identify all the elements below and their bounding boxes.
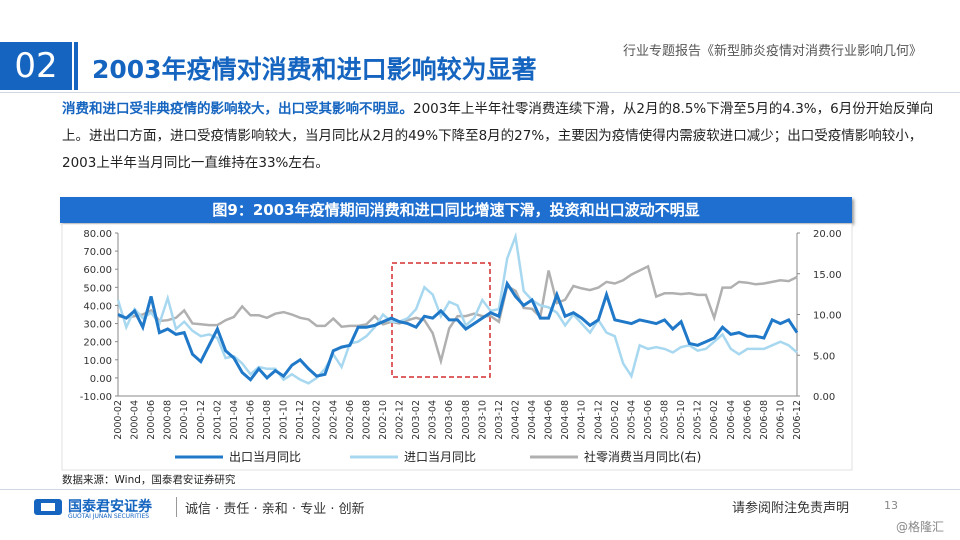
x-tick-label: 2002-06 [345, 400, 356, 440]
x-tick-label: 2004-10 [577, 400, 588, 440]
x-tick-label: 2005-12 [693, 400, 704, 440]
x-tick-label: 2005-10 [676, 400, 687, 440]
y2-tick-label: 15.00 [813, 270, 842, 281]
x-tick-label: 2003-08 [461, 400, 472, 440]
summary: 消费和进口受非典疫情的影响较大，出口受其影响不明显。2003年上半年社零消费连续… [62, 96, 942, 177]
section-number: 02 [0, 42, 72, 90]
company: 国泰君安证券 [68, 499, 152, 515]
y2-tick-label: 0.00 [813, 392, 835, 403]
rule [0, 489, 960, 490]
x-tick-label: 2000-08 [163, 400, 174, 440]
x-tick-label: 2003-02 [411, 400, 422, 440]
legend-label: 进口当月同比 [404, 450, 476, 464]
x-tick-label: 2002-02 [312, 400, 323, 440]
x-tick-label: 2005-06 [643, 400, 654, 440]
x-tick-label: 2005-04 [626, 400, 637, 440]
x-tick-label: 2001-04 [229, 400, 240, 440]
highlight-box [391, 262, 491, 378]
y-tick-label: -10.00 [80, 392, 112, 403]
chart-title: 图9：2003年疫情期间消费和进口同比增速下滑，投资和出口波动不明显 [60, 197, 852, 223]
x-tick-label: 2003-12 [494, 400, 505, 440]
x-tick-label: 2006-06 [742, 400, 753, 440]
slide-title: 2003年疫情对消费和进口影响较为显著 [92, 55, 537, 84]
page-number: 13 [884, 499, 898, 512]
x-tick-label: 2005-02 [610, 400, 621, 440]
x-tick-label: 2004-06 [544, 400, 555, 440]
x-tick-label: 2004-02 [510, 400, 521, 440]
x-tick-label: 2004-04 [527, 400, 538, 440]
rule [0, 92, 960, 93]
divider [176, 497, 177, 517]
x-tick-label: 2006-02 [709, 400, 720, 440]
summary-highlight: 消费和进口受非典疫情的影响较大，出口受其影响不明显。 [62, 101, 413, 117]
source: 数据来源：Wind，国泰君安证券研究 [62, 474, 236, 486]
x-tick-label: 2002-12 [395, 400, 406, 440]
company-en: GUOTAI JUNAN SECURITIES [68, 513, 150, 520]
y-tick-label: 80.00 [83, 229, 112, 240]
series-line [117, 264, 798, 366]
x-tick-label: 2003-10 [477, 400, 488, 440]
x-tick-label: 2002-10 [378, 400, 389, 440]
x-tick-label: 2004-08 [560, 400, 571, 440]
x-tick-label: 2006-04 [726, 400, 737, 440]
divider [74, 42, 78, 90]
chart-frame [61, 223, 853, 471]
y-tick-label: 30.00 [83, 320, 112, 331]
x-tick-label: 2002-04 [328, 400, 339, 440]
y2-tick-label: 10.00 [813, 311, 842, 322]
slogan: 诚信 · 责任 · 亲和 · 专业 · 创新 [185, 502, 365, 517]
x-tick-label: 2000-10 [179, 400, 190, 440]
x-tick-label: 2000-02 [113, 400, 124, 440]
logo-icon [34, 499, 62, 515]
summary-text: 2003年上半年社零消费连续下滑，从2月的8.5%下滑至5月的4.3%，6月份开… [62, 101, 934, 171]
x-tick-label: 2004-12 [593, 400, 604, 440]
disclaimer: 请参阅附注免责声明 [732, 501, 850, 516]
x-tick-label: 2000-04 [130, 400, 141, 440]
x-tick-label: 2003-06 [444, 400, 455, 440]
x-tick-label: 2006-12 [792, 400, 803, 440]
x-tick-label: 2006-10 [775, 400, 786, 440]
y2-tick-label: 5.00 [813, 351, 835, 362]
x-tick-label: 2000-12 [196, 400, 207, 440]
y-tick-label: 0.00 [90, 374, 112, 385]
series-line [117, 280, 799, 382]
watermark: @格隆汇 [896, 520, 945, 534]
y-tick-label: 40.00 [83, 301, 112, 312]
x-tick-label: 2001-02 [212, 400, 223, 440]
x-tick-label: 2001-10 [279, 400, 290, 440]
x-tick-label: 2003-04 [428, 400, 439, 440]
legend-label: 出口当月同比 [229, 450, 301, 464]
x-tick-label: 2002-08 [361, 400, 372, 440]
legend-label: 社零消费当月同比(右) [584, 449, 701, 464]
x-tick-label: 2006-08 [759, 400, 770, 440]
report-name: 行业专题报告《新型肺炎疫情对消费行业影响几何》 [622, 44, 922, 59]
x-tick-label: 2001-12 [295, 400, 306, 440]
y-tick-label: 60.00 [83, 265, 112, 276]
y-tick-label: 50.00 [83, 283, 112, 294]
y2-tick-label: 20.00 [813, 229, 842, 240]
y-tick-label: 20.00 [83, 338, 112, 349]
x-tick-label: 2001-08 [262, 400, 273, 440]
x-tick-label: 2000-06 [146, 400, 157, 440]
y-tick-label: 10.00 [83, 356, 112, 367]
y-tick-label: 70.00 [83, 247, 112, 258]
x-tick-label: 2001-06 [245, 400, 256, 440]
x-tick-label: 2005-08 [660, 400, 671, 440]
